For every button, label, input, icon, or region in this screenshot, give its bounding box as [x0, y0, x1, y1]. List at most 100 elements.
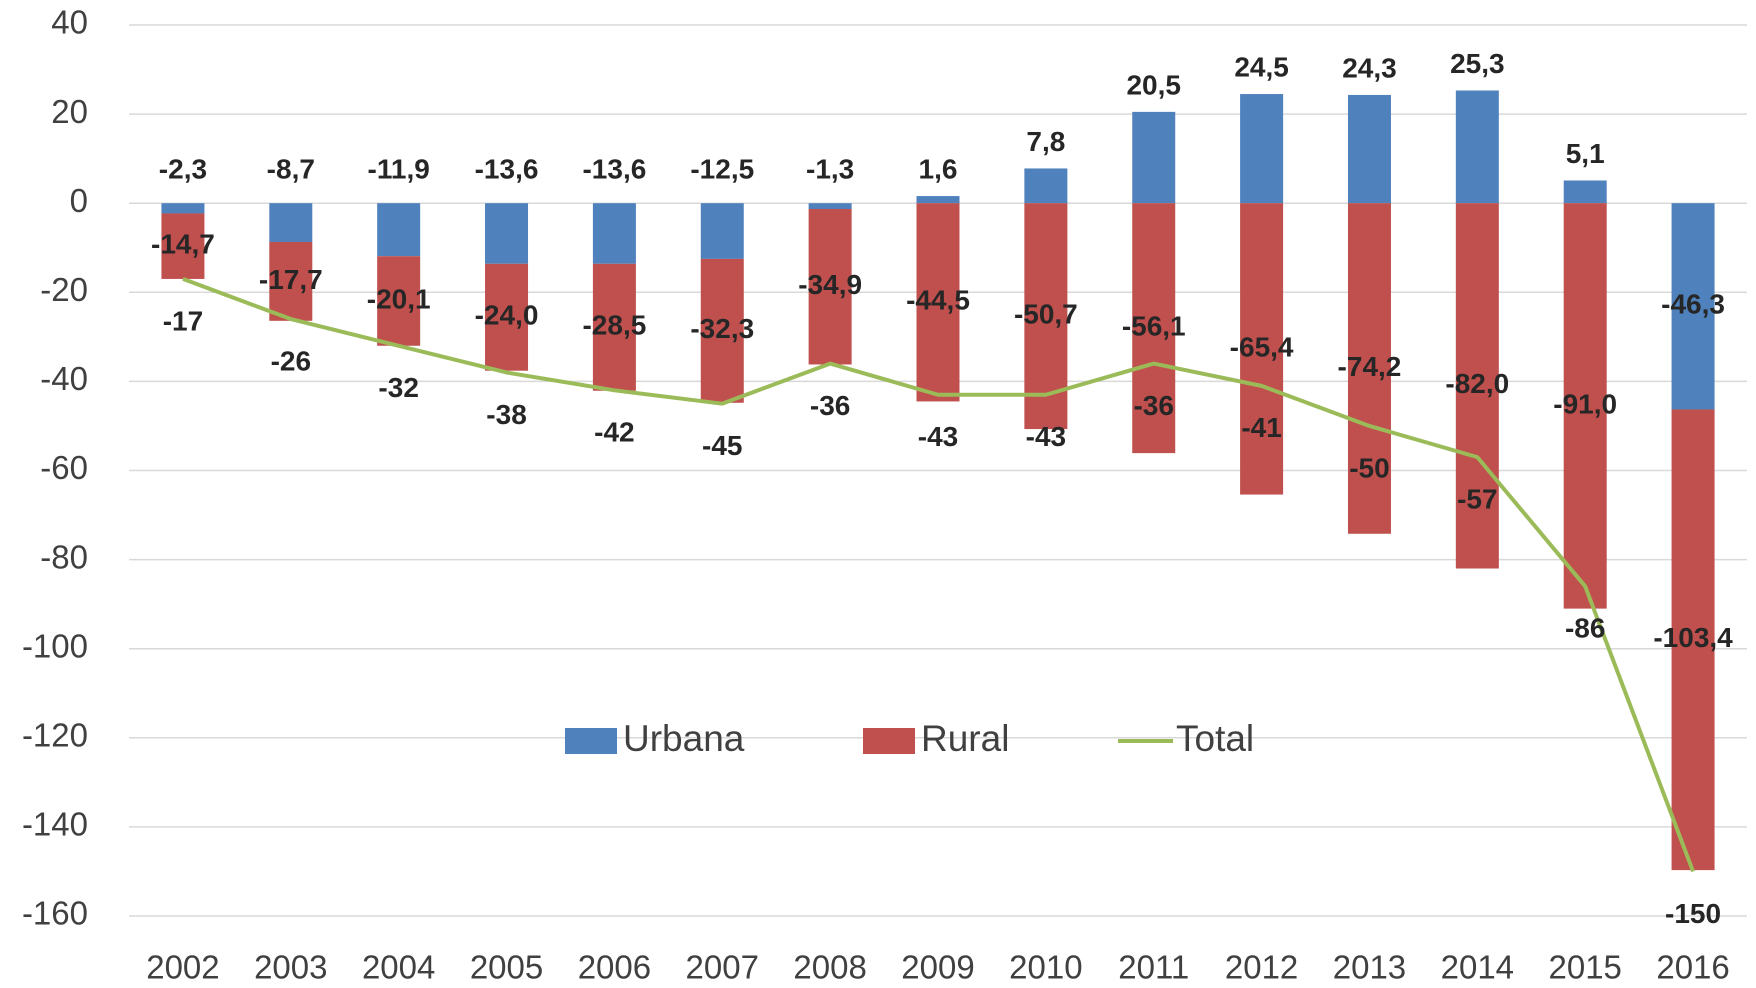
data-label: -42	[594, 417, 634, 448]
bar	[485, 263, 529, 371]
x-tick-label: 2009	[901, 949, 974, 986]
x-tick-label: 2008	[793, 949, 866, 986]
x-tick-label: 2015	[1548, 949, 1621, 986]
legend-label: Rural	[921, 718, 1009, 759]
y-tick-label: -160	[22, 895, 88, 932]
data-label: -86	[1565, 613, 1605, 644]
data-label: -8,7	[267, 154, 315, 185]
data-label: -1,3	[806, 154, 854, 185]
data-label: -36	[1133, 390, 1173, 421]
data-label: -32,3	[690, 313, 754, 344]
bar	[808, 208, 852, 365]
bar	[485, 203, 529, 264]
x-tick-label: 2006	[578, 949, 651, 986]
data-label: -44,5	[906, 285, 970, 316]
data-label: -45	[702, 430, 742, 461]
bar	[1563, 180, 1607, 204]
data-label: -38	[486, 399, 526, 430]
x-tick-label: 2014	[1441, 949, 1514, 986]
data-label: -28,5	[582, 310, 646, 341]
y-tick-label: -100	[22, 627, 88, 664]
data-label: -50,7	[1014, 299, 1078, 330]
data-label: -17	[163, 305, 203, 336]
data-label: -13,6	[582, 154, 646, 185]
x-tick-label: 2013	[1333, 949, 1406, 986]
y-tick-label: -140	[22, 806, 88, 843]
bar	[592, 203, 636, 264]
data-label: 7,8	[1026, 126, 1065, 157]
data-label: -43	[1026, 421, 1066, 452]
x-tick-label: 2016	[1656, 949, 1729, 986]
data-label: -24,0	[475, 300, 539, 331]
bar	[1455, 90, 1499, 204]
data-label: -20,1	[367, 283, 431, 314]
bar	[700, 203, 744, 259]
data-label: -41	[1241, 412, 1281, 443]
bar	[808, 203, 852, 209]
legend-label: Total	[1176, 718, 1254, 759]
x-tick-label: 2002	[146, 949, 219, 986]
bar	[1347, 94, 1391, 204]
data-label: -150	[1665, 898, 1721, 929]
bar	[916, 196, 960, 204]
data-label: 24,5	[1234, 51, 1289, 82]
bar	[1671, 203, 1715, 410]
bar	[1563, 203, 1607, 609]
data-label: -57	[1457, 484, 1497, 515]
y-tick-label: 40	[51, 4, 88, 41]
x-tick-label: 2007	[686, 949, 759, 986]
bar	[161, 213, 205, 279]
x-tick-label: 2012	[1225, 949, 1298, 986]
total-line	[182, 277, 1695, 873]
y-tick-label: -20	[40, 271, 88, 308]
data-label: 24,3	[1342, 52, 1397, 83]
bar	[916, 203, 960, 402]
y-tick-label: 20	[51, 93, 88, 130]
data-label: -26	[271, 345, 311, 376]
bar	[1024, 168, 1068, 204]
data-label: -43	[918, 421, 958, 452]
bar	[377, 203, 421, 257]
data-label: -46,3	[1661, 289, 1725, 320]
legend-swatch	[863, 728, 915, 754]
data-label: -32	[378, 372, 418, 403]
data-label: -2,3	[159, 154, 207, 185]
data-label: 1,6	[919, 153, 958, 184]
data-label: -91,0	[1553, 388, 1617, 419]
data-label: -11,9	[368, 154, 430, 185]
bar	[377, 256, 421, 346]
data-label: -14,7	[151, 229, 215, 260]
bar	[1671, 409, 1715, 871]
data-label: -103,4	[1653, 622, 1733, 653]
legend-label: Urbana	[623, 718, 745, 759]
bar	[592, 263, 636, 391]
data-label: 25,3	[1450, 48, 1505, 79]
y-tick-label: -120	[22, 717, 88, 754]
y-tick-label: 0	[70, 182, 88, 219]
x-tick-label: 2005	[470, 949, 543, 986]
bar	[1455, 203, 1499, 569]
data-label: -82,0	[1445, 368, 1509, 399]
data-label: -36	[810, 390, 850, 421]
data-label: -34,9	[798, 269, 862, 300]
x-tick-label: 2011	[1118, 949, 1189, 986]
data-label: 5,1	[1566, 138, 1605, 169]
y-tick-label: -60	[40, 449, 88, 486]
data-label: -74,2	[1338, 351, 1402, 382]
x-tick-label: 2004	[362, 949, 435, 986]
data-label: -13,6	[475, 154, 539, 185]
data-label: -50	[1349, 452, 1389, 483]
bar	[269, 241, 313, 321]
data-label: -17,7	[259, 264, 323, 295]
bar	[1132, 203, 1176, 454]
bar	[1240, 94, 1284, 204]
data-label: -12,5	[690, 154, 754, 185]
x-tick-label: 2003	[254, 949, 327, 986]
y-tick-label: -80	[40, 538, 88, 575]
bar	[700, 258, 744, 403]
y-tick-label: -40	[40, 360, 88, 397]
data-label: -65,4	[1230, 331, 1294, 362]
bar	[161, 203, 205, 214]
bar	[269, 203, 313, 242]
data-label: -56,1	[1122, 311, 1186, 342]
